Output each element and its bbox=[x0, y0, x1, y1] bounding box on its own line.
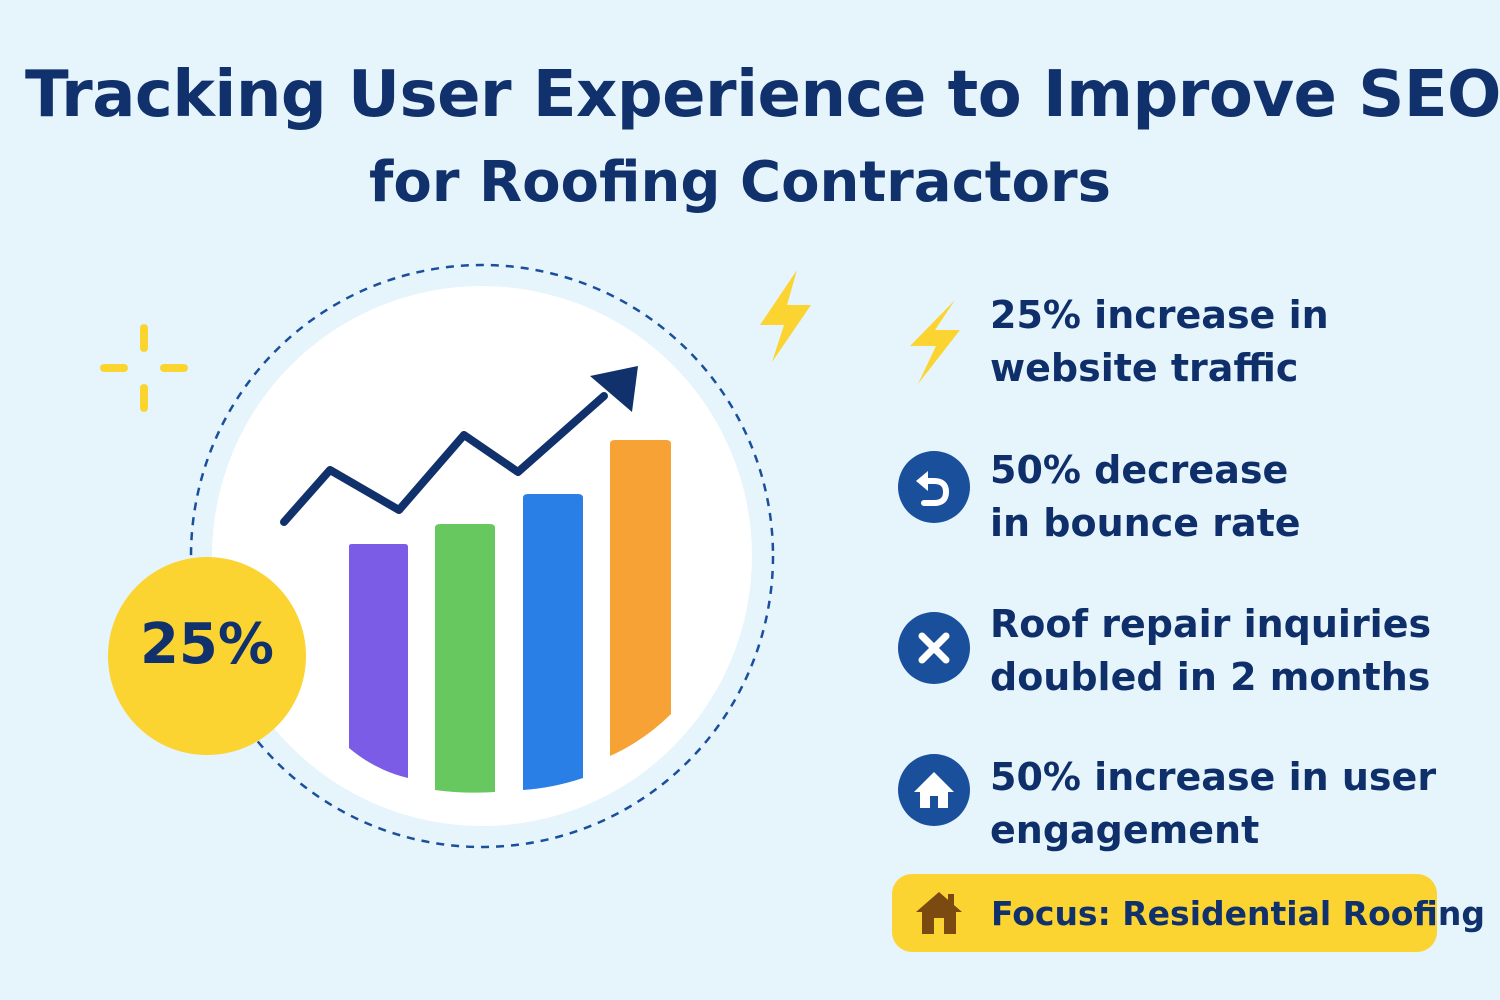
close-x-icon bbox=[898, 612, 970, 684]
stat-traffic: 25% increase in website traffic bbox=[990, 289, 1470, 395]
stat-bounce-rate: 50% decrease in bounce rate bbox=[990, 444, 1470, 550]
chart-bar-purple bbox=[349, 544, 408, 778]
sparkle-icon bbox=[100, 324, 188, 412]
stat-line: doubled in 2 months bbox=[990, 655, 1431, 699]
lightning-icon bbox=[910, 300, 960, 384]
stat-engagement: 50% increase in user engagement bbox=[990, 751, 1470, 857]
percent-badge-label: 25% bbox=[139, 612, 275, 677]
dashed-ring bbox=[189, 263, 775, 849]
lightning-icon bbox=[760, 270, 811, 362]
stat-line: engagement bbox=[990, 808, 1260, 852]
stat-line: 50% increase in user bbox=[990, 755, 1437, 799]
focus-badge: Focus: Residential Roofing bbox=[892, 874, 1485, 952]
stat-line: Roof repair inquiries bbox=[990, 602, 1432, 646]
house-icon bbox=[916, 892, 962, 934]
focus-label: Focus: Residential Roofing bbox=[991, 894, 1485, 933]
stat-inquiries: Roof repair inquiries doubled in 2 month… bbox=[990, 598, 1470, 704]
stat-line: 25% increase in bbox=[990, 293, 1329, 337]
return-arrow-icon bbox=[898, 451, 970, 523]
trend-line bbox=[280, 392, 608, 526]
stat-line: 50% decrease bbox=[990, 448, 1289, 492]
chart-bar-orange bbox=[610, 440, 671, 756]
stat-line: in bounce rate bbox=[990, 501, 1301, 545]
trend-arrow-head bbox=[590, 366, 638, 412]
chart-bar-green bbox=[435, 524, 495, 793]
percent-badge bbox=[108, 557, 306, 755]
house-icon bbox=[898, 754, 970, 826]
page-title: Tracking User Experience to Improve SEO bbox=[25, 58, 1500, 132]
page-subtitle: for Roofing Contractors bbox=[369, 150, 1111, 215]
stat-line: website traffic bbox=[990, 346, 1299, 390]
chart-bar-blue bbox=[523, 494, 583, 790]
